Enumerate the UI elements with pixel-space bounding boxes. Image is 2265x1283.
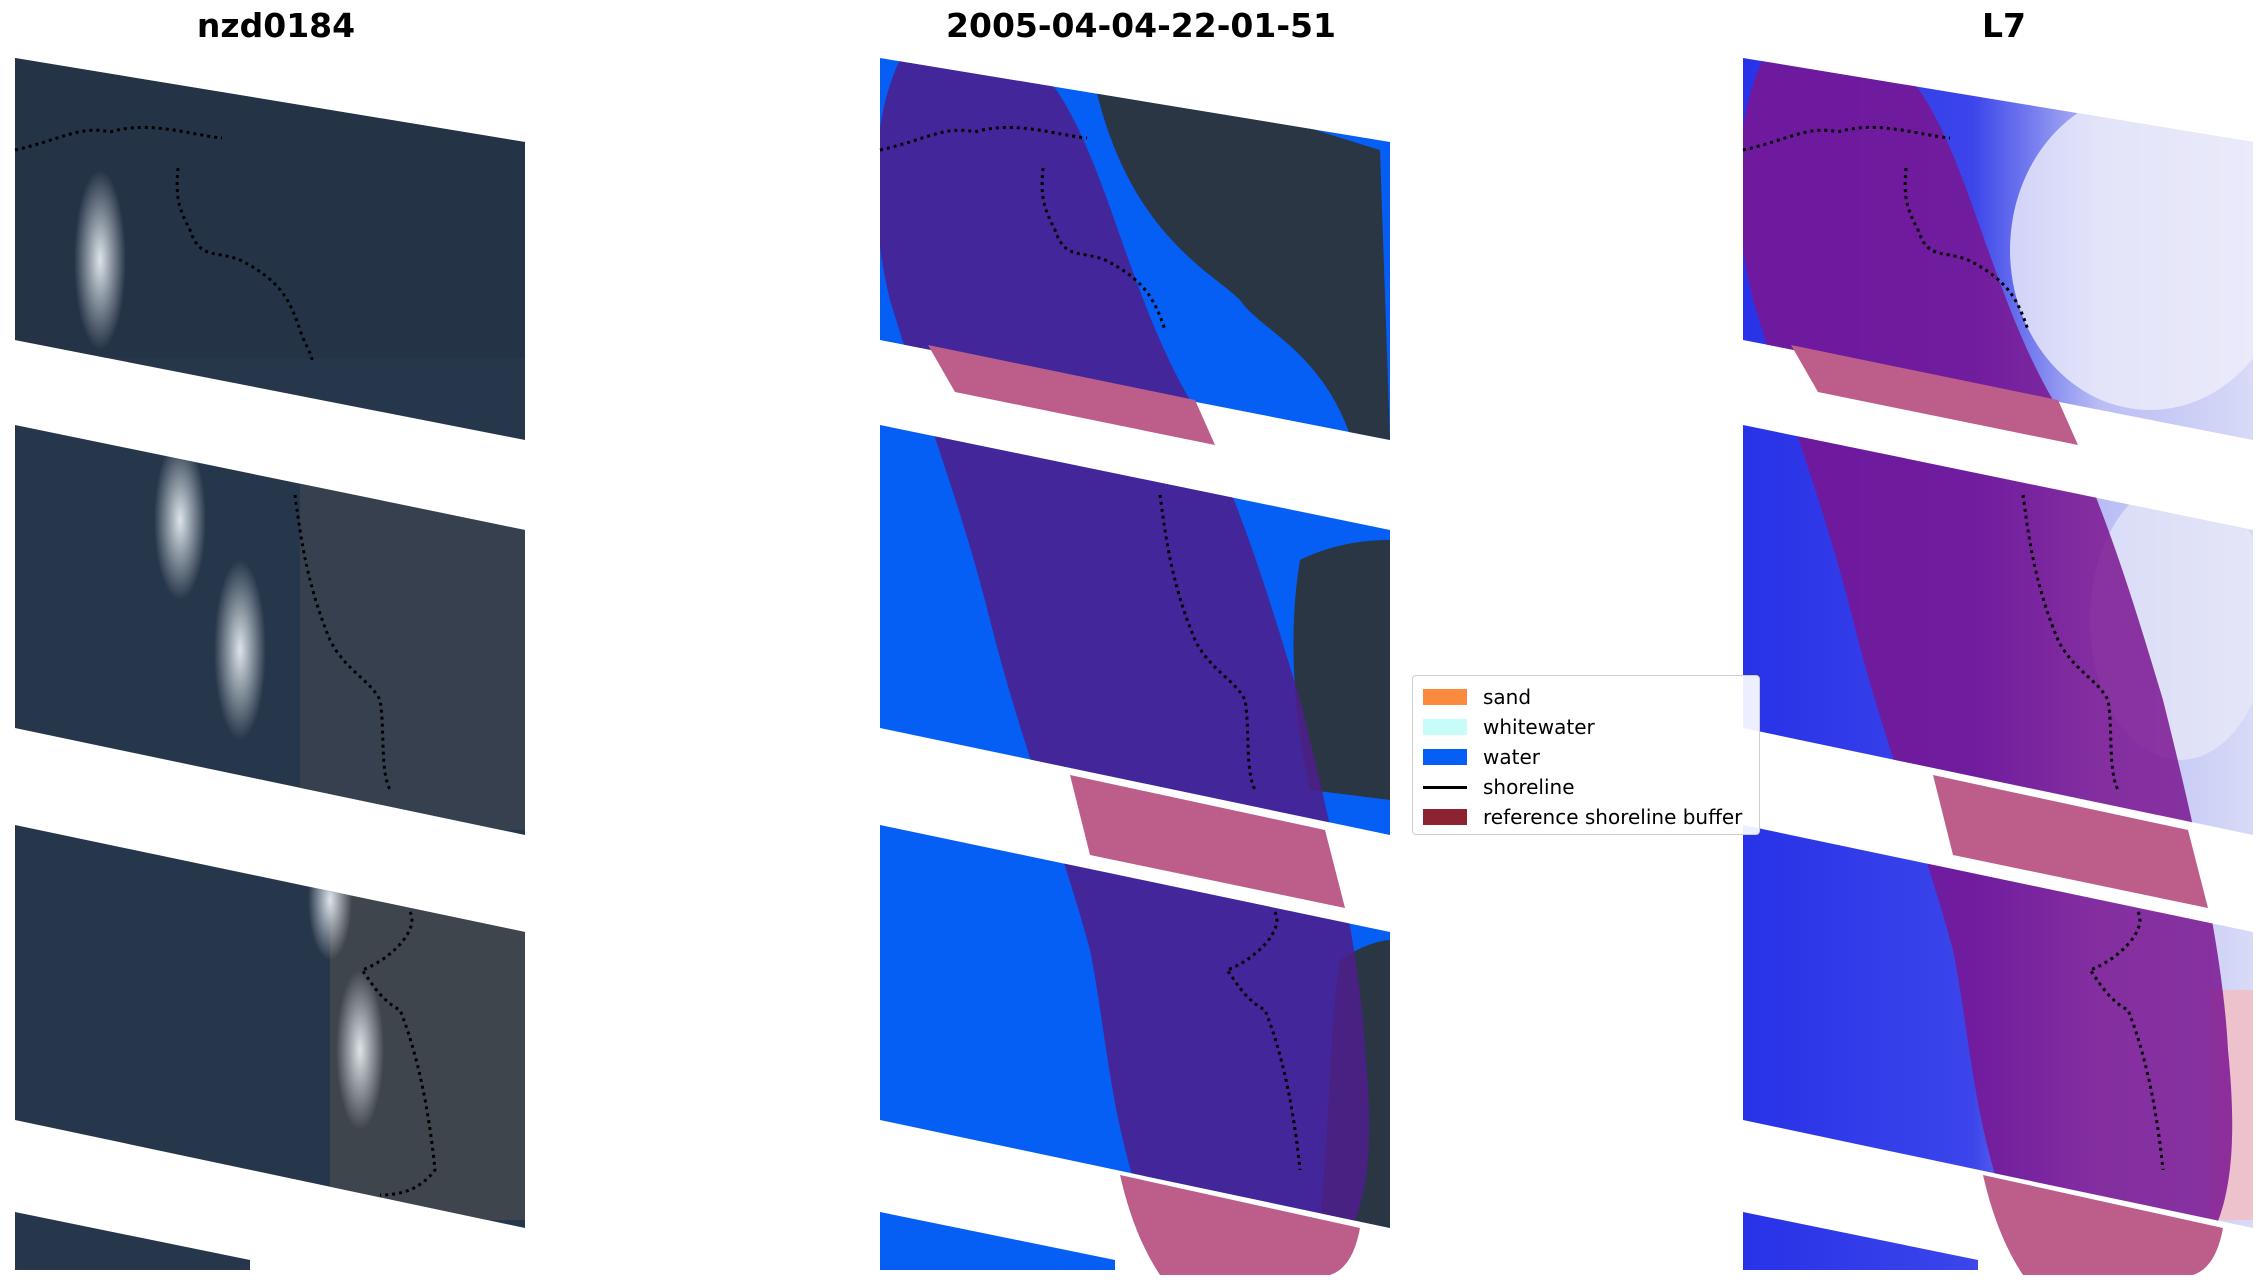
legend-item-whitewater: whitewater [1423, 712, 1749, 742]
shoreline-middle [879, 125, 1302, 1171]
legend-item-reference-shoreline-buffer: reference shoreline buffer [1423, 802, 1749, 832]
rgb-image-panel [15, 58, 525, 1270]
legend-item-sand: sand [1423, 682, 1749, 712]
legend-item-shoreline: shoreline [1423, 772, 1749, 802]
shoreline-swatch [1423, 785, 1467, 789]
panel-title-date: 2005-04-04-22-01-51 [946, 6, 1336, 45]
sand-swatch [1423, 689, 1467, 705]
shoreline-left [14, 125, 437, 1197]
legend: sand whitewater water shoreline referenc… [1412, 675, 1760, 835]
legend-item-water: water [1423, 742, 1749, 772]
shoreline-right [1742, 125, 2165, 1171]
mndwi-buffer-gaps [1791, 345, 2223, 1275]
whitewater-swatch [1423, 719, 1467, 735]
buffer-swatch [1423, 809, 1467, 825]
legend-label: water [1483, 745, 1540, 769]
legend-label: reference shoreline buffer [1483, 805, 1743, 829]
reference-shoreline-buffer-gaps [928, 345, 1360, 1275]
panel-title-satellite: L7 [1982, 6, 2026, 45]
water-swatch [1423, 749, 1467, 765]
legend-label: whitewater [1483, 715, 1595, 739]
panel-title-image-id: nzd0184 [196, 6, 356, 45]
legend-label: shoreline [1483, 775, 1575, 799]
legend-label: sand [1483, 685, 1532, 709]
